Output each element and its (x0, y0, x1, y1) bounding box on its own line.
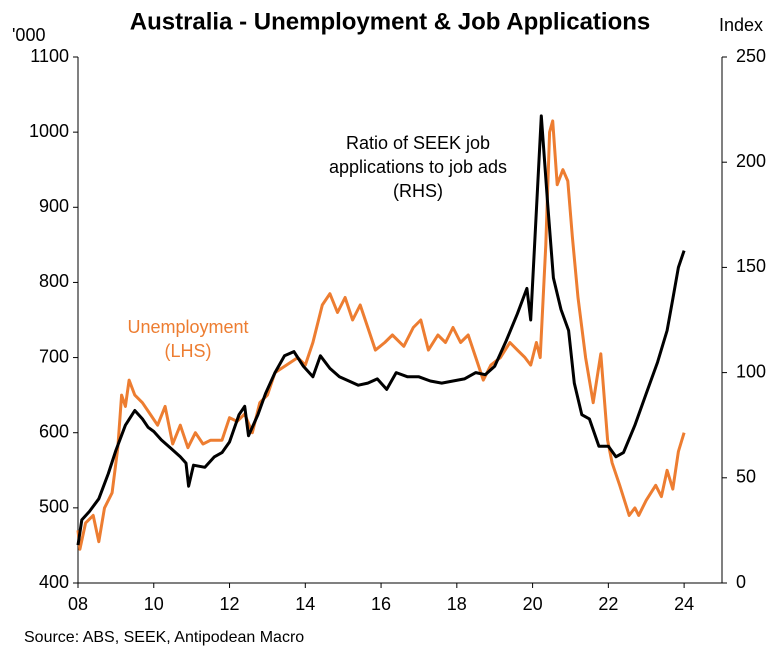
y-tick-label: 600 (39, 421, 69, 441)
annotation: (LHS) (164, 341, 211, 361)
y-tick-label: 700 (39, 346, 69, 366)
y-axis-unit: '000 (12, 25, 45, 45)
x-tick-label: 20 (523, 594, 543, 614)
y2-tick-label: 150 (736, 256, 766, 276)
x-tick-label: 12 (220, 594, 240, 614)
y-tick-label: 500 (39, 497, 69, 517)
y2-tick-label: 100 (736, 361, 766, 381)
annotation: (RHS) (393, 181, 443, 201)
y2-tick-label: 0 (736, 572, 746, 592)
chart-title: Australia - Unemployment & Job Applicati… (130, 8, 651, 35)
y-tick-label: 900 (39, 196, 69, 216)
series-line (76, 119, 686, 551)
y2-tick-label: 200 (736, 151, 766, 171)
annotation: Ratio of SEEK job (346, 133, 490, 153)
series-line (76, 114, 686, 546)
x-tick-label: 10 (144, 594, 164, 614)
x-tick-label: 08 (68, 594, 88, 614)
y2-tick-label: 250 (736, 46, 766, 66)
y-tick-label: 800 (39, 271, 69, 291)
annotation: Unemployment (127, 317, 248, 337)
source-note: Source: ABS, SEEK, Antipodean Macro (24, 629, 304, 646)
y2-tick-label: 50 (736, 467, 756, 487)
y2-axis-unit: Index (719, 15, 763, 35)
y-tick-label: 1100 (30, 46, 69, 66)
x-tick-label: 24 (674, 594, 694, 614)
x-tick-label: 14 (295, 594, 315, 614)
x-tick-label: 18 (447, 594, 467, 614)
x-tick-label: 16 (371, 594, 391, 614)
y-tick-label: 400 (39, 572, 69, 592)
x-tick-label: 22 (598, 594, 618, 614)
y-tick-label: 1000 (29, 121, 69, 141)
annotation: applications to job ads (329, 157, 507, 177)
